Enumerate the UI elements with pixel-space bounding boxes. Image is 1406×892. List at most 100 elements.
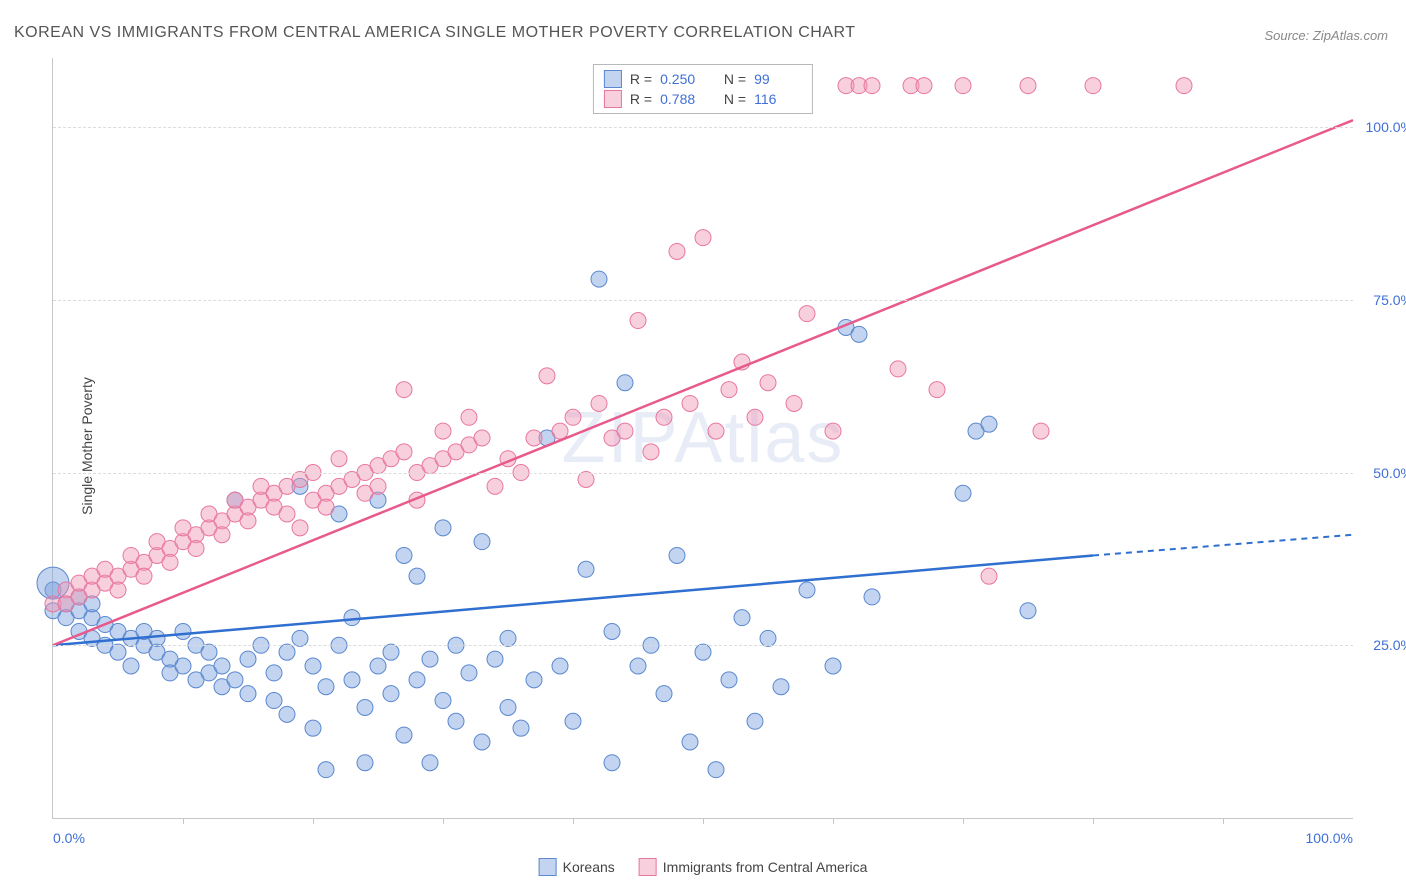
- data-point: [396, 382, 412, 398]
- data-point: [344, 672, 360, 688]
- data-point: [422, 651, 438, 667]
- data-point: [214, 527, 230, 543]
- data-point: [630, 313, 646, 329]
- data-point: [565, 713, 581, 729]
- x-tick-label: 0.0%: [53, 830, 85, 846]
- data-point: [357, 699, 373, 715]
- legend-swatch-koreans: [539, 858, 557, 876]
- data-point: [864, 589, 880, 605]
- data-point: [734, 610, 750, 626]
- data-point: [461, 665, 477, 681]
- data-point: [188, 541, 204, 557]
- legend-label-central: Immigrants from Central America: [663, 859, 868, 875]
- x-tick: [573, 818, 574, 824]
- data-point: [370, 658, 386, 674]
- x-tick: [1223, 818, 1224, 824]
- data-point: [123, 658, 139, 674]
- data-point: [604, 623, 620, 639]
- x-tick: [183, 818, 184, 824]
- data-point: [526, 430, 542, 446]
- data-point: [591, 395, 607, 411]
- data-point: [916, 78, 932, 94]
- data-point: [162, 554, 178, 570]
- trend-line-extrapolated: [1093, 535, 1353, 556]
- chart-svg: [53, 58, 1353, 818]
- data-point: [435, 520, 451, 536]
- data-point: [513, 720, 529, 736]
- data-point: [500, 699, 516, 715]
- data-point: [747, 409, 763, 425]
- data-point: [266, 693, 282, 709]
- data-point: [500, 630, 516, 646]
- data-point: [955, 485, 971, 501]
- data-point: [578, 561, 594, 577]
- data-point: [682, 734, 698, 750]
- data-point: [760, 375, 776, 391]
- data-point: [1020, 78, 1036, 94]
- data-point: [695, 644, 711, 660]
- data-point: [136, 568, 152, 584]
- data-point: [799, 306, 815, 322]
- data-point: [266, 665, 282, 681]
- data-point: [682, 395, 698, 411]
- data-point: [279, 706, 295, 722]
- data-point: [435, 693, 451, 709]
- data-point: [474, 430, 490, 446]
- data-point: [721, 672, 737, 688]
- data-point: [318, 762, 334, 778]
- data-point: [526, 672, 542, 688]
- data-point: [422, 755, 438, 771]
- data-point: [890, 361, 906, 377]
- data-point: [955, 78, 971, 94]
- data-point: [474, 734, 490, 750]
- legend-swatch-central: [639, 858, 657, 876]
- x-tick: [313, 818, 314, 824]
- data-point: [695, 230, 711, 246]
- data-point: [409, 672, 425, 688]
- data-point: [617, 375, 633, 391]
- data-point: [305, 720, 321, 736]
- gridline: [53, 645, 1353, 646]
- data-point: [981, 416, 997, 432]
- data-point: [214, 658, 230, 674]
- data-point: [357, 755, 373, 771]
- data-point: [175, 658, 191, 674]
- data-point: [448, 713, 464, 729]
- data-point: [279, 506, 295, 522]
- data-point: [487, 651, 503, 667]
- data-point: [617, 423, 633, 439]
- y-tick-label: 50.0%: [1373, 465, 1406, 481]
- data-point: [929, 382, 945, 398]
- data-point: [1085, 78, 1101, 94]
- data-point: [201, 644, 217, 660]
- data-point: [383, 686, 399, 702]
- data-point: [643, 444, 659, 460]
- data-point: [331, 451, 347, 467]
- data-point: [370, 478, 386, 494]
- x-tick: [1093, 818, 1094, 824]
- data-point: [435, 423, 451, 439]
- legend: Koreans Immigrants from Central America: [539, 858, 868, 876]
- data-point: [396, 727, 412, 743]
- chart-source: Source: ZipAtlas.com: [1264, 28, 1388, 43]
- data-point: [851, 326, 867, 342]
- gridline: [53, 300, 1353, 301]
- gridline: [53, 127, 1353, 128]
- data-point: [292, 520, 308, 536]
- data-point: [292, 630, 308, 646]
- data-point: [578, 471, 594, 487]
- data-point: [279, 644, 295, 660]
- data-point: [669, 243, 685, 259]
- data-point: [318, 499, 334, 515]
- data-point: [825, 423, 841, 439]
- data-point: [110, 582, 126, 598]
- data-point: [552, 423, 568, 439]
- data-point: [786, 395, 802, 411]
- trend-line: [53, 555, 1093, 645]
- x-tick: [833, 818, 834, 824]
- data-point: [409, 568, 425, 584]
- y-tick-label: 25.0%: [1373, 637, 1406, 653]
- chart-title: KOREAN VS IMMIGRANTS FROM CENTRAL AMERIC…: [14, 24, 856, 42]
- data-point: [240, 686, 256, 702]
- x-tick: [963, 818, 964, 824]
